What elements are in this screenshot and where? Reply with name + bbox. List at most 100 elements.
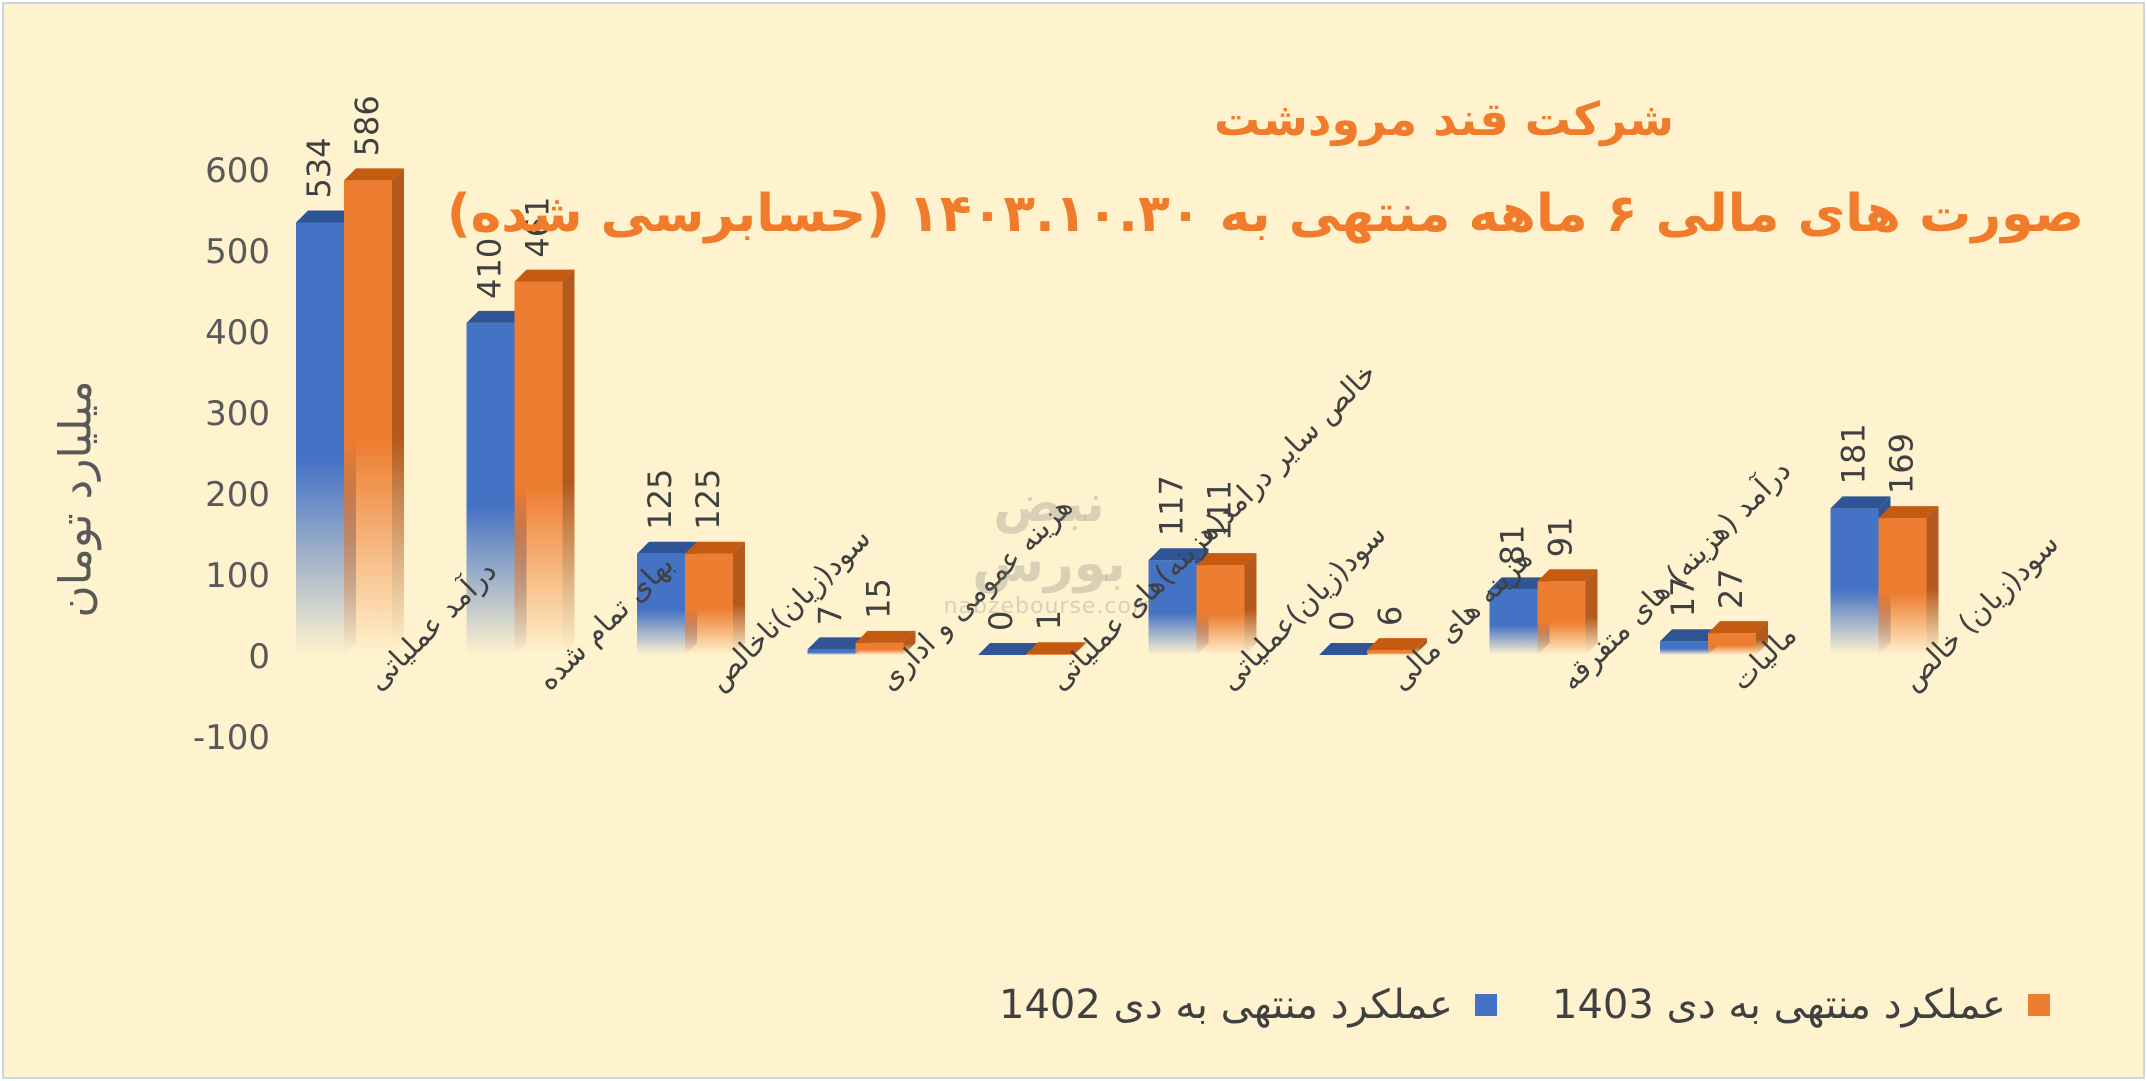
bar-top xyxy=(1367,638,1427,651)
bar-front xyxy=(344,180,392,655)
y-tick-label: 400 xyxy=(205,313,270,353)
bar-front xyxy=(637,553,685,655)
data-label: 181 xyxy=(1835,423,1873,484)
bar-top xyxy=(1489,577,1550,590)
bar-front xyxy=(1708,633,1756,655)
data-label: 0 xyxy=(982,611,1020,631)
bar-side xyxy=(392,168,404,655)
legend-swatch-1403 xyxy=(2027,994,2050,1016)
data-label: 7 xyxy=(812,605,850,625)
bar-front xyxy=(1537,581,1586,655)
bar-front xyxy=(514,281,563,655)
y-tick-label: 100 xyxy=(205,556,270,596)
bar-top xyxy=(1660,629,1720,642)
bar-top xyxy=(1830,496,1891,509)
legend-label-1403: عملکرد منتهی به دی 1403 xyxy=(1552,982,2006,1028)
bar-1402 xyxy=(978,643,1038,655)
bar-side xyxy=(562,269,575,655)
bar-side xyxy=(1074,642,1086,655)
data-label: 27 xyxy=(1712,568,1750,609)
legend-item-1402: عملکرد منتهی به دی 1402 xyxy=(999,982,1497,1028)
data-label: 461 xyxy=(519,197,557,258)
legend-item-1403: عملکرد منتهی به دی 1403 xyxy=(1552,982,2050,1028)
bar-top xyxy=(1319,643,1379,655)
data-label: 15 xyxy=(860,578,898,619)
bar-1403 xyxy=(344,168,404,655)
bar-top xyxy=(807,637,868,650)
bar-top xyxy=(1026,642,1086,655)
bar-top xyxy=(637,541,697,554)
bar-top xyxy=(1537,569,1598,582)
y-axis-label: میلیارد تومان xyxy=(50,380,102,618)
bar-top xyxy=(466,310,527,323)
y-tick-label: -100 xyxy=(193,718,270,758)
bar-top xyxy=(855,630,916,643)
data-label: 6 xyxy=(1371,606,1409,626)
bar-1403 xyxy=(514,269,575,655)
chart-title: شرکت قند مرودشت xyxy=(1213,92,1675,146)
bar-1402 xyxy=(1319,643,1379,655)
bar-top xyxy=(1708,621,1768,634)
data-label: 0 xyxy=(1323,611,1361,631)
bar-1403 xyxy=(1026,642,1086,655)
watermark-url: nabzebourse.com xyxy=(943,594,1155,619)
data-label: 586 xyxy=(348,95,386,156)
data-label: 81 xyxy=(1494,525,1532,566)
bar-1403 xyxy=(1708,621,1768,655)
bar-top xyxy=(296,210,356,223)
chart-subtitle: صورت های مالی ۶ ماهه منتهی به ۱۴۰۳.۱۰.۳۰… xyxy=(446,184,2084,244)
watermark-name: نبض بورس xyxy=(972,474,1126,594)
y-tick-label: 500 xyxy=(205,232,270,272)
bar-1403 xyxy=(855,630,916,655)
bar-top xyxy=(1196,553,1257,566)
bar-1403 xyxy=(1196,553,1257,655)
bar-top xyxy=(685,541,745,554)
data-label: 534 xyxy=(300,137,338,198)
bar-side xyxy=(1415,638,1427,655)
data-label: 17 xyxy=(1664,577,1702,618)
bar-front xyxy=(685,553,733,655)
bar-front xyxy=(1196,565,1245,655)
bar-top xyxy=(344,168,404,181)
bar-front xyxy=(296,222,344,655)
bar-1403 xyxy=(685,541,745,655)
bar-side xyxy=(733,541,745,655)
bar-1403 xyxy=(1878,506,1939,655)
bar-front xyxy=(1026,654,1074,655)
bar-1402 xyxy=(466,310,527,655)
bar-front xyxy=(1367,650,1415,655)
bar-top xyxy=(1878,506,1939,519)
bar-side xyxy=(1244,553,1257,655)
bar-front xyxy=(1878,518,1927,655)
data-label: 125 xyxy=(689,469,727,530)
bar-front xyxy=(1660,641,1708,655)
bar-1403 xyxy=(1537,569,1598,655)
bar-top xyxy=(1148,548,1209,561)
watermark-logo: نبض بورس nabzebourse.com xyxy=(909,474,1189,619)
bar-front xyxy=(466,322,515,655)
data-label: 1 xyxy=(1030,610,1068,630)
bar-front xyxy=(1489,589,1538,655)
bar-front xyxy=(855,642,904,655)
y-tick-label: 0 xyxy=(248,637,270,677)
bar-top xyxy=(978,643,1038,655)
data-label: 169 xyxy=(1883,433,1921,494)
data-label: 410 xyxy=(471,238,509,299)
bar-side xyxy=(1756,621,1768,655)
data-label: 91 xyxy=(1542,517,1580,558)
legend-swatch-1402 xyxy=(1474,994,1497,1016)
y-tick-label: 300 xyxy=(205,394,270,434)
bar-top xyxy=(514,269,575,282)
y-axis: 600 500 400 300 200 100 0 -100 xyxy=(193,151,270,758)
bar-side xyxy=(1585,569,1598,655)
bar-1403 xyxy=(1367,638,1427,655)
y-tick-label: 200 xyxy=(205,475,270,515)
bar-side xyxy=(903,630,916,655)
data-label: 111 xyxy=(1201,480,1239,541)
data-label: 125 xyxy=(641,469,679,530)
y-tick-label: 600 xyxy=(205,151,270,191)
bar-front xyxy=(1830,508,1879,655)
